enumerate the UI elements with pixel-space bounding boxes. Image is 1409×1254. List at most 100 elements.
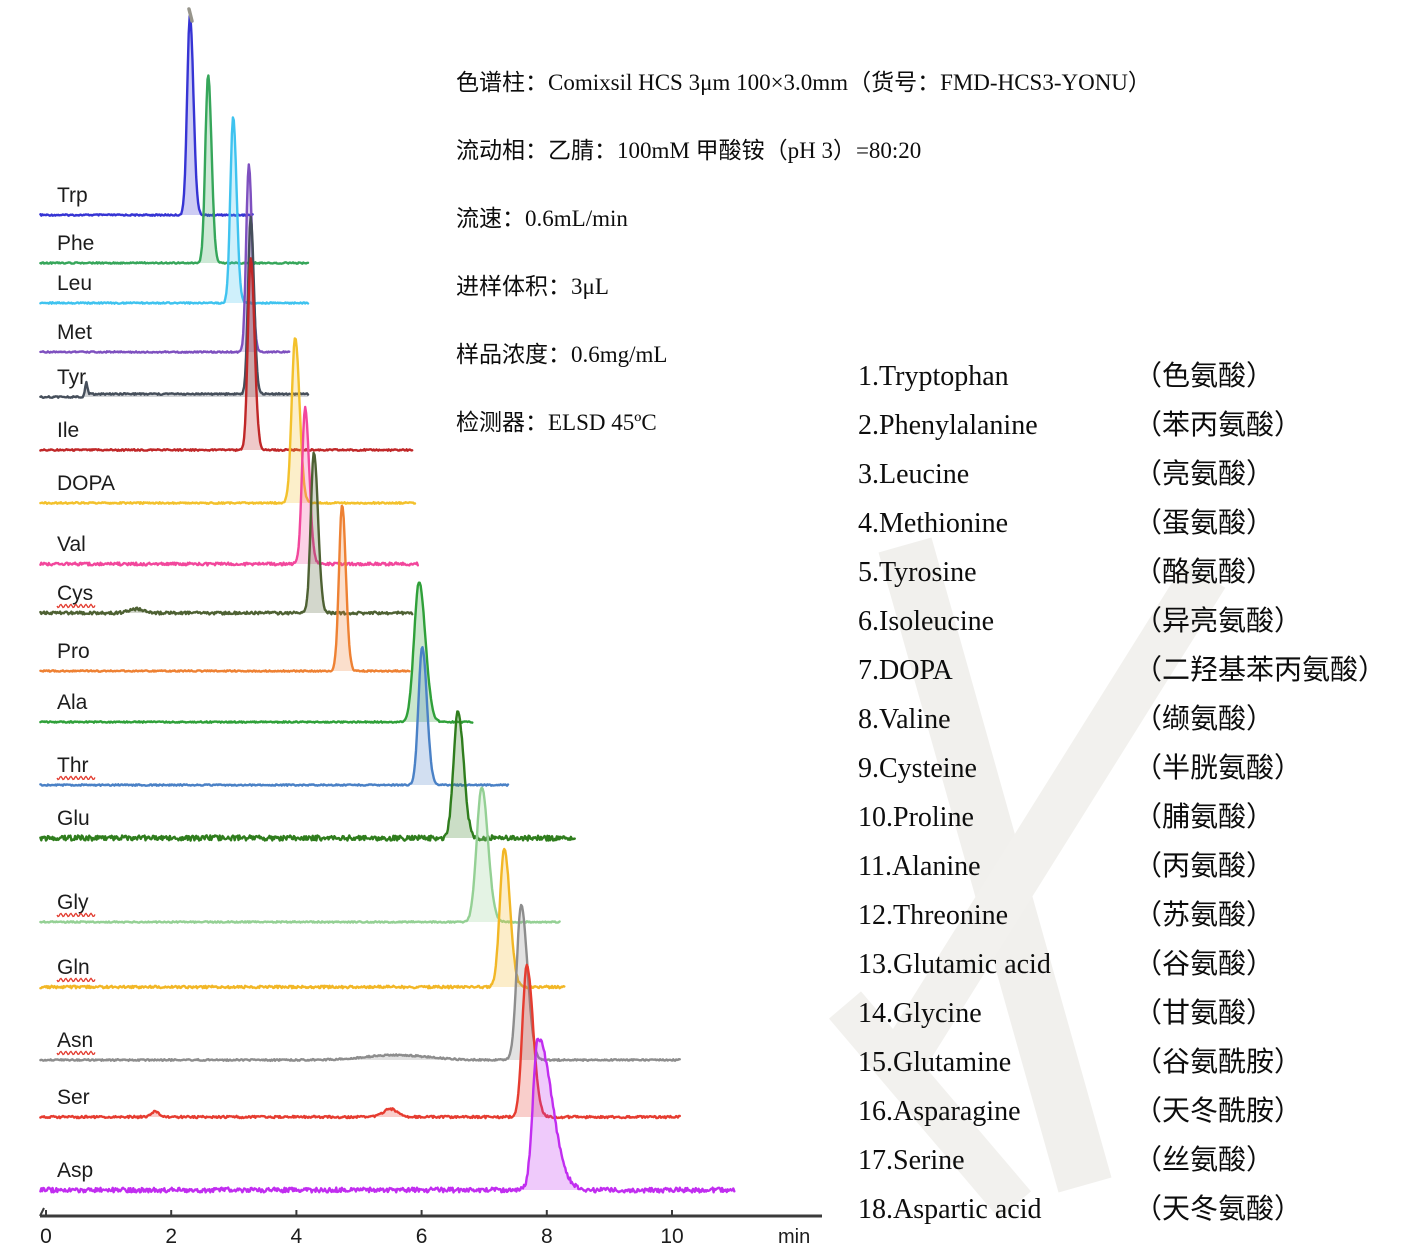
legend-item-name: 10.Proline: [858, 802, 974, 833]
legend-item-name: 15.Glutamine: [858, 1047, 1012, 1078]
legend-item: 10.Proline （脯氨酸）: [858, 793, 1386, 842]
peak-cap-marker: [187, 7, 194, 23]
legend-item-name: 12.Threonine: [858, 900, 1009, 931]
legend-item-name: 11.Alanine: [858, 851, 981, 882]
legend-item-chinese-name: （甘氨酸）: [1134, 998, 1275, 1029]
trace-label-dopa: DOPA: [57, 472, 115, 495]
legend-item-chinese-name: （天冬氨酸）: [1134, 1194, 1303, 1225]
legend-item-name: 9.Cysteine: [858, 753, 977, 784]
trace-label-met: Met: [57, 321, 92, 344]
legend-item-name: 3.Leucine: [858, 459, 970, 490]
trace-line-gln: [39, 847, 566, 990]
watermark-stroke: [828, 991, 1032, 1219]
trace-line-phe: [39, 74, 310, 265]
legend-item: 12.Threonine （苏氨酸）: [858, 891, 1386, 940]
legend-item-name: 16.Asparagine: [858, 1096, 1021, 1127]
trace-fill-gly: [40, 787, 560, 923]
condition-line-6: 检测器：ELSD 45ºC: [456, 410, 657, 435]
trace-label-val: Val: [57, 533, 86, 556]
trace-label-trp: Trp: [57, 184, 88, 207]
spellcheck-underline-thr: [56, 775, 96, 781]
legend-item-name: 8.Valine: [858, 704, 951, 735]
trace-fill-asn: [40, 905, 681, 1061]
condition-line-4: 进样体积：3μL: [456, 274, 609, 299]
trace-line-ile: [39, 257, 414, 452]
trace-fill-pro: [40, 505, 410, 672]
trace-line-pro: [39, 504, 411, 673]
trace-label-cys: Cys: [57, 582, 93, 605]
trace-label-gln: Gln: [57, 956, 90, 979]
trace-line-asp: [39, 1037, 736, 1194]
trace-line-asn: [39, 903, 681, 1063]
legend-item: 11.Alanine （丙氨酸）: [858, 842, 1386, 891]
trace-label-asn: Asn: [57, 1029, 93, 1052]
condition-line-5: 样品浓度：0.6mg/mL: [456, 342, 668, 367]
legend-item-chinese-name: （苯丙氨酸）: [1134, 410, 1303, 441]
legend-item: 15.Glutamine （谷氨酰胺）: [858, 1038, 1386, 1087]
legend-item-chinese-name: （脯氨酸）: [1134, 802, 1275, 833]
legend-item-chinese-name: （缬氨酸）: [1134, 704, 1275, 735]
legend-item-chinese-name: （丝氨酸）: [1134, 1145, 1275, 1176]
legend-item-chinese-name: （二羟基苯丙氨酸）: [1134, 655, 1387, 686]
x-axis-left-hook: [39, 1207, 45, 1217]
legend-item-chinese-name: （色氨酸）: [1134, 361, 1275, 392]
legend-item-name: 2.Phenylalanine: [858, 410, 1038, 441]
watermark-stroke: [878, 537, 1112, 1193]
legend-item-chinese-name: （亮氨酸）: [1134, 459, 1275, 490]
legend-item: 6.Isoleucine （异亮氨酸）: [858, 597, 1386, 646]
condition-line-1: 色谱柱：Comixsil HCS 3μm 100×3.0mm（货号：FMD-HC…: [456, 70, 1151, 95]
spellcheck-underline-cys: [56, 603, 96, 609]
legend-item-chinese-name: （酪氨酸）: [1134, 557, 1275, 588]
legend-item: 16.Asparagine （天冬酰胺）: [858, 1087, 1386, 1136]
trace-line-gly: [39, 786, 561, 924]
legend-item-chinese-name: （异亮氨酸）: [1134, 606, 1303, 637]
trace-line-trp: [39, 14, 254, 217]
legend-item: 1.Tryptophan （色氨酸）: [858, 352, 1386, 401]
spellcheck-underline-gly: [56, 912, 96, 918]
condition-line-2: 流动相：乙腈：100mM 甲酸铵（pH 3）=80:20: [456, 138, 922, 163]
legend-item-name: 14.Glycine: [858, 998, 982, 1029]
legend-item: 5.Tyrosine （酪氨酸）: [858, 548, 1386, 597]
trace-label-phe: Phe: [57, 232, 94, 255]
trace-label-gly: Gly: [57, 891, 89, 914]
condition-line-3: 流速：0.6mL/min: [456, 206, 628, 231]
x-tick-label-4: 4: [291, 1225, 303, 1248]
spellcheck-underline-gln: [56, 977, 96, 983]
trace-fill-gln: [40, 849, 565, 989]
legend-item-chinese-name: （苏氨酸）: [1134, 900, 1275, 931]
legend-item: 13.Glutamic acid （谷氨酸）: [858, 940, 1386, 989]
legend-item: 9.Cysteine （半胱氨酸）: [858, 744, 1386, 793]
legend-item-chinese-name: （天冬酰胺）: [1134, 1096, 1303, 1127]
trace-label-pro: Pro: [57, 640, 90, 663]
legend-item-chinese-name: （蛋氨酸）: [1134, 508, 1275, 539]
chromatogram-plot: Trp Phe Leu Met Tyr Ile DOPA Val Cys Pro Ala Thr Glu…: [39, 7, 822, 1248]
legend-item: 7.DOPA （二羟基苯丙氨酸）: [858, 646, 1386, 695]
trace-label-thr: Thr: [57, 754, 89, 777]
trace-line-dopa: [39, 337, 417, 505]
legend-item: 14.Glycine （甘氨酸）: [858, 989, 1386, 1038]
x-axis-unit-label: min: [778, 1226, 810, 1248]
legend-item-chinese-name: （丙氨酸）: [1134, 851, 1275, 882]
legend-item-name: 4.Methionine: [858, 508, 1009, 539]
legend-item-name: 5.Tyrosine: [858, 557, 977, 588]
trace-label-glu: Glu: [57, 807, 90, 830]
x-tick-label-0: 0: [40, 1225, 52, 1248]
trace-label-ser: Ser: [57, 1086, 90, 1109]
trace-label-ala: Ala: [57, 691, 88, 714]
legend-item-name: 6.Isoleucine: [858, 606, 995, 637]
legend-item-chinese-name: （半胱氨酸）: [1134, 753, 1303, 784]
watermark-stroke: [884, 562, 1226, 1068]
trace-line-ala: [39, 581, 474, 724]
x-tick-label-6: 6: [416, 1225, 428, 1248]
trace-label-ile: Ile: [57, 419, 79, 442]
trace-label-asp: Asp: [57, 1159, 93, 1182]
legend-item: 4.Methionine （蛋氨酸）: [858, 499, 1386, 548]
legend-item-name: 13.Glutamic acid: [858, 949, 1051, 980]
legend-item: 18.Aspartic acid （天冬氨酸）: [858, 1185, 1386, 1234]
trace-line-val: [39, 405, 419, 567]
spellcheck-underline-asn: [56, 1050, 96, 1056]
legend-item-name: 18.Aspartic acid: [858, 1194, 1042, 1225]
trace-fill-thr: [40, 647, 509, 786]
